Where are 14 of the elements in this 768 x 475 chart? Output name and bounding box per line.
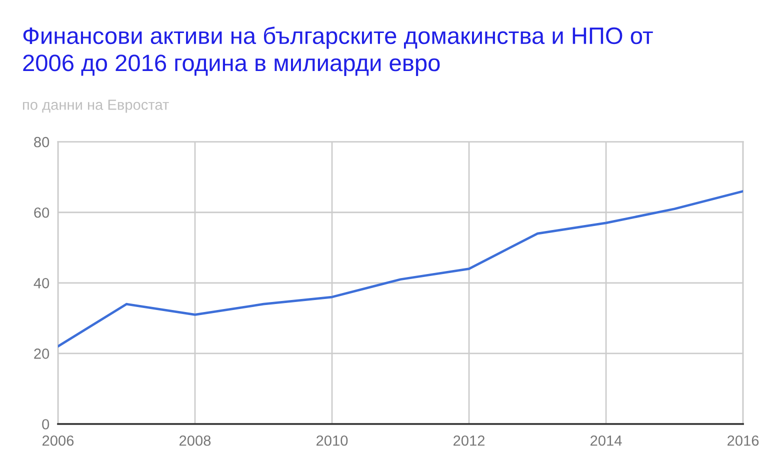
y-tick-label: 80 <box>34 136 50 148</box>
x-tick-label: 2012 <box>454 435 485 446</box>
chart-subtitle: по данни на Евростат <box>23 100 169 113</box>
line-series <box>58 190 744 348</box>
y-tick-label: 20 <box>34 348 50 359</box>
y-tick-label: 40 <box>34 278 50 288</box>
x-tick-label: 2010 <box>316 435 348 446</box>
x-tick-label: 2006 <box>42 435 74 446</box>
y-tick-label: 60 <box>34 207 50 218</box>
x-tick-label: 2016 <box>728 435 759 446</box>
chart-title: Финансови активи на българските домакинства и НПО от 2006 до 2016 година в милиарди евро <box>23 26 653 76</box>
x-tick-label: 2014 <box>590 435 622 446</box>
y-tick-label: 0 <box>42 419 50 430</box>
x-tick-label: 2008 <box>180 435 211 446</box>
